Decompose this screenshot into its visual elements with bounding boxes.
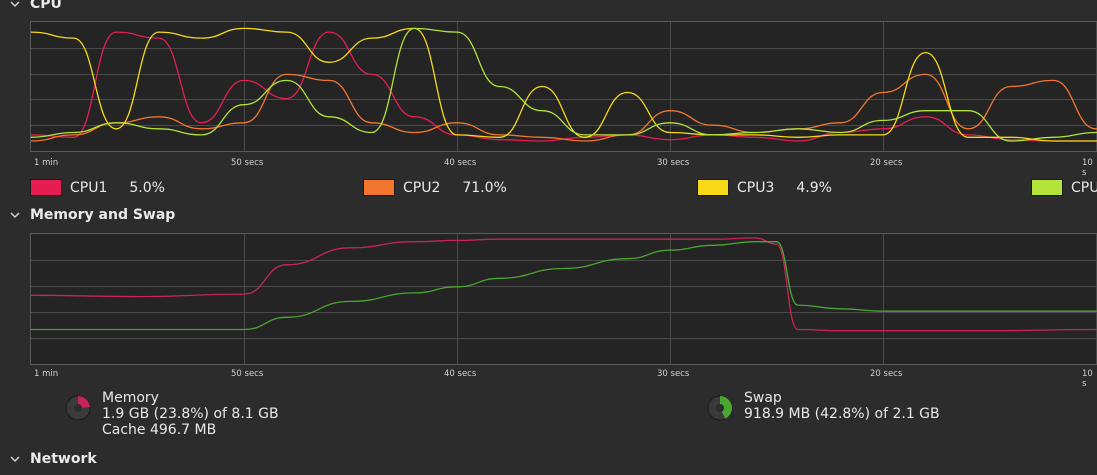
pie-slice [720, 396, 732, 419]
memory-section-title: Memory and Swap [30, 207, 176, 223]
memory-cache: Cache 496.7 MB [102, 422, 217, 438]
color-swatch[interactable] [1031, 179, 1063, 196]
cpu-history-graph [30, 21, 1097, 152]
cpu-chart [31, 22, 1097, 151]
color-swatch[interactable] [697, 179, 729, 196]
series-line-cpu [31, 27, 1097, 142]
time-tick-label: 1 min [34, 369, 59, 379]
series-line-swap [31, 241, 1097, 331]
legend-item-1[interactable]: CPU1 5.0% [30, 179, 165, 196]
legend-item-2[interactable]: CPU2 71.0% [363, 179, 507, 196]
memory-pie-icon [65, 395, 91, 421]
time-tick-label: 40 secs [444, 158, 477, 168]
swap-pie-icon [707, 395, 733, 421]
time-tick-label: 30 secs [657, 158, 690, 168]
legend-value: 71.0% [462, 179, 507, 196]
color-swatch[interactable] [363, 179, 395, 196]
time-tick-label: 20 secs [870, 369, 903, 379]
time-tick-label: 50 secs [231, 158, 264, 168]
series-line-cpu2 [31, 73, 1097, 142]
time-tick-label: 20 secs [870, 158, 903, 168]
time-tick-label: 50 secs [231, 369, 264, 379]
legend-label: CPU3 [737, 179, 775, 196]
memory-usage: 1.9 GB (23.8%) of 8.1 GB [102, 406, 279, 422]
legend-item-3[interactable]: CPU3 4.9% [697, 179, 832, 196]
time-tick-label: 10 s [1082, 158, 1093, 178]
time-tick-label: 10 s [1082, 369, 1093, 389]
memory-chart [31, 234, 1097, 364]
legend-value: 5.0% [129, 179, 165, 196]
memory-history-graph [30, 233, 1097, 365]
chevron-down-icon [0, 210, 30, 220]
legend-label: CPU [1071, 179, 1097, 196]
swap-info: Swap 918.9 MB (42.8%) of 2.1 GB [706, 390, 940, 422]
pie-slice [78, 396, 90, 408]
memory-info: Memory 1.9 GB (23.8%) of 8.1 GB Cache 49… [64, 390, 279, 438]
memory-title: Memory [102, 390, 159, 406]
legend-item-4[interactable]: CPU [1031, 179, 1097, 196]
cpu-section-title: CPU [30, 0, 62, 12]
swap-usage: 918.9 MB (42.8%) of 2.1 GB [744, 406, 940, 422]
series-line-memory [31, 237, 1097, 332]
time-tick-label: 1 min [34, 158, 59, 168]
network-section-header[interactable]: Network [0, 449, 400, 469]
memory-section-header[interactable]: Memory and Swap [0, 205, 400, 225]
color-swatch[interactable] [30, 179, 62, 196]
network-section-title: Network [30, 451, 97, 467]
swap-title: Swap [744, 390, 782, 406]
chevron-down-icon [0, 0, 30, 9]
legend-label: CPU1 [70, 179, 108, 196]
chevron-down-icon [0, 454, 30, 464]
legend-value: 4.9% [796, 179, 832, 196]
cpu-section-header[interactable]: CPU [0, 0, 400, 14]
series-line-cpu1 [31, 31, 1097, 142]
legend-label: CPU2 [403, 179, 441, 196]
time-tick-label: 40 secs [444, 369, 477, 379]
time-tick-label: 30 secs [657, 369, 690, 379]
series-line-cpu3 [31, 27, 1097, 142]
